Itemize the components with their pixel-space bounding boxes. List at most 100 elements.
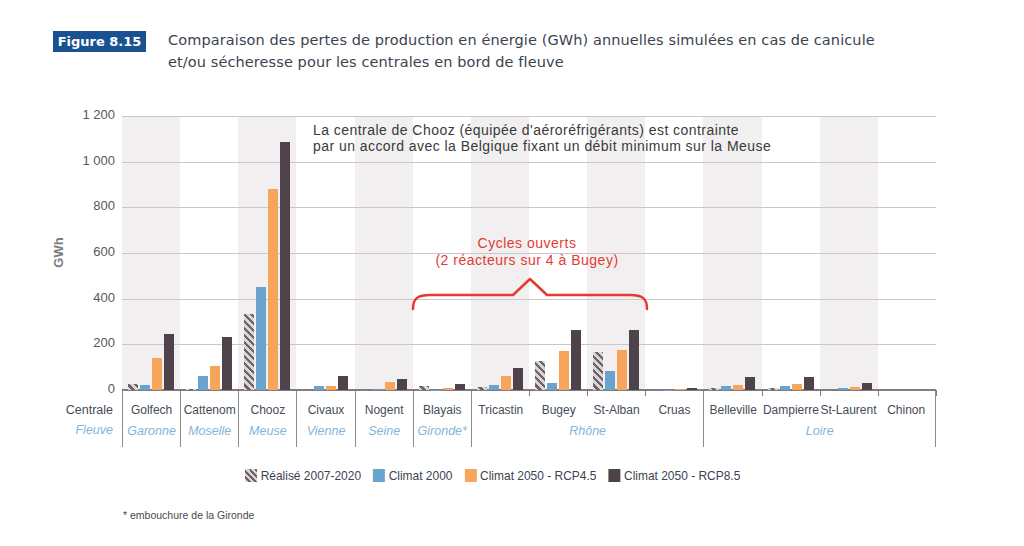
bar-bugey-climat-2050-rcp8-5 (571, 330, 581, 391)
river-label-rh-ne: Rhône (472, 424, 704, 438)
x-group-loire: BellevilleDampierreSt-LaurentChinonLoire (703, 391, 936, 447)
bar-st-laurent-climat-2050-rcp4-5 (850, 387, 860, 390)
bar-chooz-r-alis-2007-2020 (244, 314, 254, 390)
figure-title: Comparaison des pertes de production en … (168, 30, 958, 73)
x-axis-header: Centrale Fleuve (0, 391, 115, 437)
bar-dampierre-climat-2050-rcp8-5 (804, 377, 814, 390)
bar-cluster-st-laurent (820, 383, 878, 390)
plant-label-st-laurent: St-Laurent (820, 403, 878, 417)
cycles-annotation-line1: Cycles ouverts (396, 235, 658, 252)
bar-chooz-climat-2050-rcp4-5 (268, 189, 278, 390)
bar-blayais-climat-2050-rcp8-5 (455, 384, 465, 390)
legend-label: Climat 2050 - RCP4.5 (480, 468, 596, 483)
bar-golfech-climat-2000 (140, 385, 150, 390)
plant-label-nogent: Nogent (356, 403, 413, 417)
river-label-gironde-: Gironde* (414, 424, 471, 438)
x-axis-header-bottom: Fleuve (0, 423, 113, 437)
bar-cruas-climat-2050-rcp4-5 (675, 389, 685, 390)
plant-label-civaux: Civaux (297, 403, 354, 417)
y-tick-400: 400 (58, 291, 115, 305)
plant-label-cruas: Cruas (646, 403, 704, 417)
x-group-rh-ne: TricastinBugeySt-AlbanCruasRhône (471, 391, 704, 447)
y-tick-800: 800 (58, 199, 115, 213)
bar-cattenom-climat-2000 (198, 376, 208, 390)
bar-cruas-climat-2050-rcp8-5 (687, 388, 697, 390)
plant-label-chinon: Chinon (877, 403, 935, 417)
bar-cluster-golfech (122, 334, 180, 390)
bar-cattenom-climat-2050-rcp8-5 (222, 337, 232, 390)
figure-title-line2: et/ou sécheresse pour les centrales en b… (168, 52, 958, 74)
bar-dampierre-r-alis-2007-2020 (768, 388, 778, 390)
bar-cattenom-climat-2050-rcp4-5 (210, 366, 220, 390)
legend-swatch (245, 469, 257, 482)
legend-label: Réalisé 2007-2020 (261, 468, 361, 483)
x-group-seine: Nogent Seine (355, 391, 413, 447)
plant-label-belleville: Belleville (704, 403, 762, 417)
bar-belleville-climat-2050-rcp4-5 (733, 385, 743, 390)
bar-golfech-climat-2050-rcp4-5 (152, 358, 162, 390)
legend-item-climat-2050-rcp8-5: Climat 2050 - RCP8.5 (608, 468, 740, 483)
bar-bugey-climat-2000 (547, 383, 557, 390)
bar-tricastin-r-alis-2007-2020 (477, 387, 487, 390)
legend-item-climat-2050-rcp4-5: Climat 2050 - RCP4.5 (464, 468, 596, 483)
legend-label: Climat 2000 (389, 468, 453, 483)
bar-blayais-climat-2050-rcp4-5 (443, 388, 453, 390)
bar-st-laurent-climat-2000 (838, 388, 848, 390)
legend-swatch (464, 469, 476, 482)
bar-nogent-climat-2050-rcp4-5 (385, 382, 395, 390)
x-axis-header-top: Centrale (0, 403, 113, 417)
footnote: * embouchure de la Gironde (123, 509, 254, 521)
bar-st-alban-r-alis-2007-2020 (593, 352, 603, 390)
bar-cattenom-r-alis-2007-2020 (186, 389, 196, 390)
bar-st-alban-climat-2050-rcp4-5 (617, 350, 627, 390)
brace-icon (400, 272, 662, 322)
bar-nogent-climat-2000 (373, 389, 383, 390)
bar-cluster-nogent (355, 379, 413, 390)
x-group-vienne: CivauxVienne (296, 391, 354, 447)
cycles-annotation: Cycles ouverts (2 réacteurs sur 4 à Buge… (396, 235, 658, 269)
x-group-gironde-: Blayais Gironde* (413, 391, 471, 447)
y-tick-200: 200 (58, 336, 115, 350)
figure-title-line1: Comparaison des pertes de production en … (168, 30, 958, 52)
legend-item-r-alis-2007-2020: Réalisé 2007-2020 (245, 468, 361, 483)
bar-cluster-chooz (238, 142, 296, 390)
chooz-annotation: La centrale de Chooz (équipée d'aéroréfr… (313, 123, 771, 154)
bar-tricastin-climat-2000 (489, 385, 499, 390)
plant-label-st-alban: St-Alban (588, 403, 646, 417)
bar-civaux-climat-2050-rcp4-5 (326, 386, 336, 390)
bar-chooz-climat-2000 (256, 287, 266, 390)
bar-golfech-r-alis-2007-2020 (128, 384, 138, 390)
bar-st-alban-climat-2050-rcp8-5 (629, 330, 639, 391)
plant-label-dampierre: Dampierre (762, 403, 820, 417)
bar-civaux-climat-2000 (314, 386, 324, 390)
bar-blayais-r-alis-2007-2020 (419, 386, 429, 390)
figure-badge: Figure 8.15 (53, 31, 146, 52)
legend-swatch (608, 469, 620, 482)
river-label-garonne: Garonne (123, 424, 180, 438)
bar-st-laurent-climat-2050-rcp8-5 (862, 383, 872, 390)
bar-belleville-climat-2050-rcp8-5 (745, 377, 755, 390)
bar-cluster-bugey (529, 330, 587, 391)
plant-label-blayais: Blayais (414, 403, 471, 417)
bar-cluster-belleville (703, 377, 761, 390)
bar-cluster-st-alban (587, 330, 645, 391)
bar-nogent-climat-2050-rcp8-5 (397, 379, 407, 390)
legend-item-climat-2000: Climat 2000 (373, 468, 452, 483)
y-tick-1000: 1 000 (58, 154, 115, 168)
chart-legend: Réalisé 2007-2020 Climat 2000 Climat 2050 … (245, 468, 740, 483)
river-label-seine: Seine (356, 424, 413, 438)
x-axis-labels: Centrale Fleuve GolfechGaronneCattenomMo… (0, 391, 1024, 448)
plant-label-golfech: Golfech (123, 403, 180, 417)
bar-cluster-civaux (296, 376, 354, 390)
x-group-garonne: Golfech Garonne (122, 391, 180, 447)
bar-belleville-r-alis-2007-2020 (709, 388, 719, 390)
chooz-annotation-line2: par un accord avec la Belgique fixant un… (313, 139, 771, 155)
chooz-annotation-line1: La centrale de Chooz (équipée d'aéroréfr… (313, 123, 771, 139)
legend-swatch (373, 469, 385, 482)
bar-dampierre-climat-2050-rcp4-5 (792, 384, 802, 390)
plant-label-chooz: Chooz (239, 403, 296, 417)
bar-cluster-cruas (645, 388, 703, 390)
bar-bugey-r-alis-2007-2020 (535, 361, 545, 390)
bar-st-alban-climat-2000 (605, 371, 615, 390)
bar-tricastin-climat-2050-rcp4-5 (501, 376, 511, 390)
